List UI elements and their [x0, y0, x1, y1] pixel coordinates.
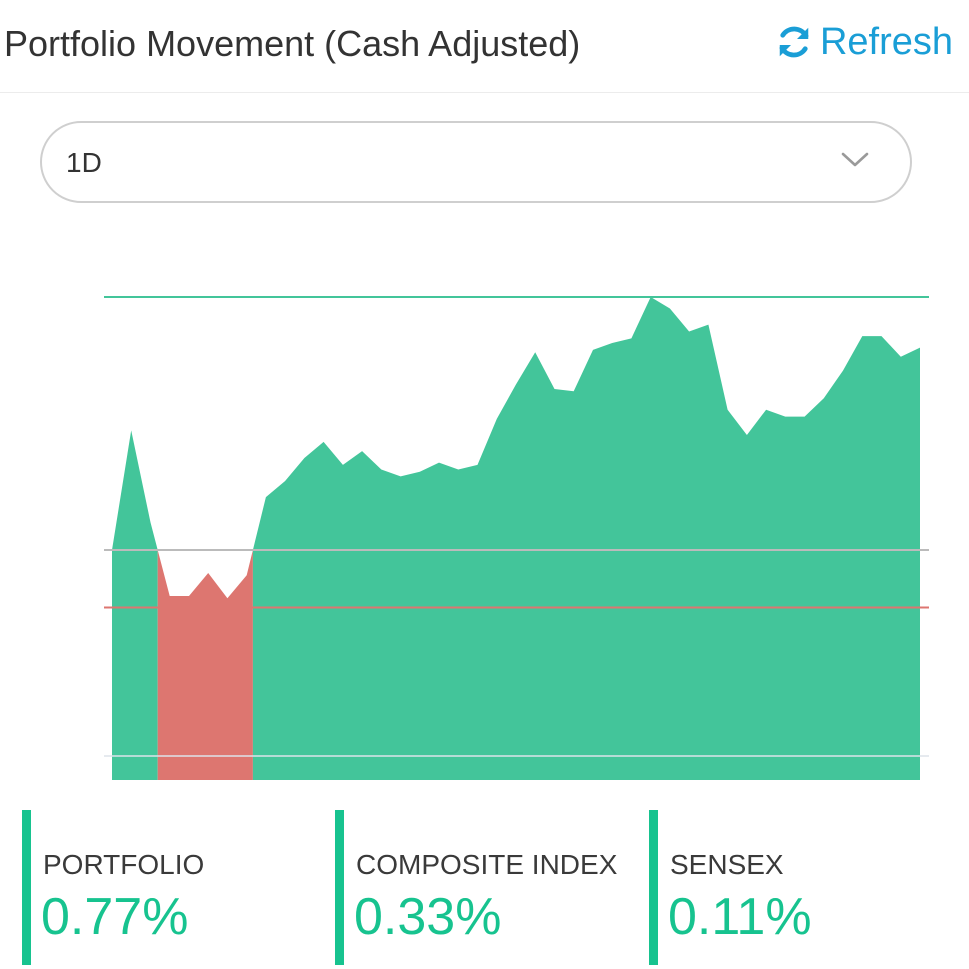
- stat-label: SENSEX: [670, 849, 784, 880]
- chart-area-gain-2: [252, 297, 920, 780]
- stat-label: COMPOSITE INDEX: [356, 849, 618, 880]
- stat-value: 0.77%: [41, 888, 189, 946]
- stat-composite-index: COMPOSITE INDEX 0.33%: [335, 810, 647, 965]
- chevron-down-icon: [841, 152, 869, 167]
- stat-portfolio: PORTFOLIO 0.77%: [22, 810, 332, 965]
- chart-area-loss-1: [157, 550, 253, 780]
- stat-value: 0.11%: [668, 888, 812, 946]
- stat-label: PORTFOLIO: [43, 849, 205, 880]
- period-select[interactable]: 1D: [40, 121, 912, 203]
- period-select-value: 1D: [66, 147, 102, 178]
- widget-header: Portfolio Movement (Cash Adjusted) Refre…: [0, 0, 969, 93]
- stat-sensex: SENSEX 0.11%: [649, 810, 959, 965]
- stat-value: 0.33%: [354, 888, 502, 946]
- stats-row: PORTFOLIO 0.77% COMPOSITE INDEX 0.33% SE…: [0, 810, 969, 969]
- refresh-button[interactable]: Refresh: [776, 20, 953, 64]
- refresh-label: Refresh: [819, 20, 953, 63]
- widget-title: Portfolio Movement (Cash Adjusted): [4, 23, 581, 64]
- refresh-icon: [779, 26, 809, 58]
- portfolio-movement-chart: [104, 296, 929, 780]
- chart-area-gain-0: [112, 430, 158, 780]
